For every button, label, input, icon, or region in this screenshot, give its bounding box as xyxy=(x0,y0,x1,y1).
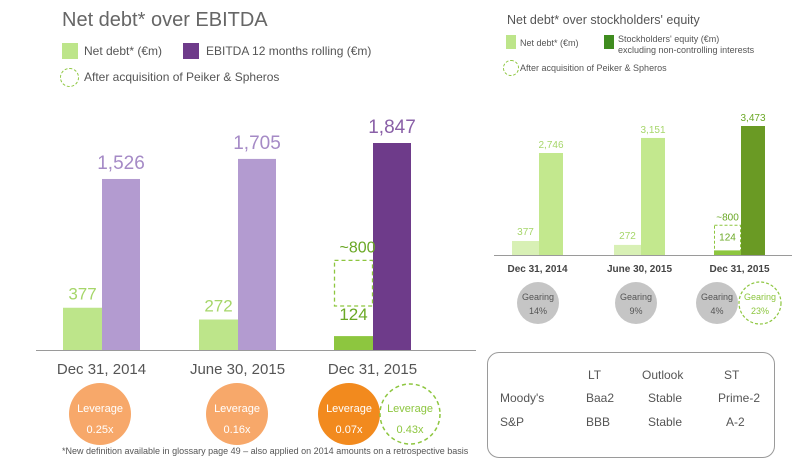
equity-bar xyxy=(641,137,665,255)
equity-bar xyxy=(741,126,765,255)
category-label: Dec 31, 2014 xyxy=(57,361,146,378)
right-chart-svg: 377 2,746 Dec 31, 2014 272 3,151 June 30, 201… xyxy=(494,113,792,325)
ratings-header-lt: LT xyxy=(588,368,602,382)
net-debt-bar xyxy=(199,319,238,350)
ebitda-value-label: 1,526 xyxy=(97,153,145,174)
ratings-row-outlook: Stable xyxy=(648,415,683,429)
gearing-value: 4% xyxy=(710,306,723,316)
right-legend-equity-label-1: Stockholders' equity (€m) xyxy=(618,34,720,44)
gearing-after-value: 23% xyxy=(751,306,769,316)
net-debt-value-label: 377 xyxy=(68,285,96,304)
legend-ebitda-label: EBITDA 12 months rolling (€m) xyxy=(206,44,372,58)
ratings-header-outlook: Outlook xyxy=(642,368,684,382)
net-debt-bar xyxy=(714,250,741,255)
after-acquisition-dashed-bar xyxy=(333,259,374,307)
gearing-after-label: Gearing xyxy=(744,292,776,302)
left-chart-svg: 377 1,526 Dec 31, 2014 272 1,705 June 30, 201… xyxy=(36,117,476,445)
ratings-row-st: Prime-2 xyxy=(718,391,761,405)
gearing-label: Gearing xyxy=(701,292,733,302)
category-label: Dec 31, 2015 xyxy=(709,264,769,275)
gearing-circle xyxy=(517,282,559,324)
net-debt-bar xyxy=(512,240,539,255)
ratings-header-st: ST xyxy=(724,368,740,382)
right-legend-after-acquisition-label: After acquisition of Peiker & Spheros xyxy=(520,63,667,73)
legend-after-acquisition-icon xyxy=(60,68,79,87)
ratings-row-outlook: Stable xyxy=(648,391,683,405)
gearing-value: 9% xyxy=(629,306,642,316)
right-legend-equity-label-2: excluding non-controlling interests xyxy=(618,45,755,55)
net-debt-bar xyxy=(334,336,373,350)
ebitda-value-label: 1,705 xyxy=(233,133,281,154)
ebitda-value-label: 1,847 xyxy=(368,117,416,138)
category-label: Dec 31, 2015 xyxy=(328,361,417,378)
legend-after-acquisition-label: After acquisition of Peiker & Spheros xyxy=(84,70,280,84)
right-legend-net-debt-swatch xyxy=(506,35,516,49)
leverage-label: Leverage xyxy=(77,403,123,415)
net-debt-bar xyxy=(63,307,102,350)
ebitda-bar xyxy=(373,143,411,350)
net-debt-value-label: 124 xyxy=(719,232,736,243)
gearing-label: Gearing xyxy=(620,292,652,302)
left-chart-title: Net debt* over EBITDA xyxy=(62,9,268,31)
right-legend-after-acquisition-icon xyxy=(503,60,519,76)
ratings-row-agency: Moody's xyxy=(500,391,545,405)
leverage-circle xyxy=(69,383,131,445)
legend-net-debt-swatch xyxy=(62,43,78,59)
legend-ebitda-swatch xyxy=(183,43,199,59)
leverage-value: 0.25x xyxy=(87,424,114,436)
ebitda-bar xyxy=(238,158,276,350)
ebitda-bar xyxy=(102,178,140,350)
net-debt-value-label: 272 xyxy=(619,231,636,242)
after-acquisition-label: ~800 xyxy=(339,239,375,256)
gearing-value: 14% xyxy=(529,306,547,316)
net-debt-bar xyxy=(614,244,641,255)
ratings-row-lt: BBB xyxy=(586,415,611,429)
leverage-after-label: Leverage xyxy=(387,403,433,415)
leverage-value: 0.07x xyxy=(336,424,363,436)
leverage-after-value: 0.43x xyxy=(397,424,424,436)
category-label: Dec 31, 2014 xyxy=(507,264,567,275)
leverage-after-circle xyxy=(379,383,441,445)
gearing-label: Gearing xyxy=(522,292,554,302)
ratings-row-st: A-2 xyxy=(726,415,745,429)
right-legend-net-debt-label: Net debt* (€m) xyxy=(520,38,579,48)
leverage-circle xyxy=(206,383,268,445)
equity-value-label: 3,151 xyxy=(640,125,665,136)
after-acquisition-dashed-bar xyxy=(714,224,741,252)
net-debt-value-label: 272 xyxy=(204,297,232,316)
gearing-circle xyxy=(696,282,738,324)
ratings-table: LT Outlook ST Moody's Baa2 Stable Prime-… xyxy=(487,352,775,458)
equity-value-label: 2,746 xyxy=(538,140,563,151)
equity-value-label: 3,473 xyxy=(740,113,765,124)
net-debt-value-label: 377 xyxy=(517,227,534,238)
category-label: June 30, 2015 xyxy=(607,264,672,275)
ratings-row-agency: S&P xyxy=(500,415,525,429)
equity-bar xyxy=(539,153,563,255)
footnote: *New definition available in glossary pa… xyxy=(62,446,469,456)
gearing-circle xyxy=(615,282,657,324)
leverage-label: Leverage xyxy=(214,403,260,415)
leverage-value: 0.16x xyxy=(224,424,251,436)
right-chart-title: Net debt* over stockholders' equity xyxy=(507,13,700,27)
right-legend-equity-swatch xyxy=(604,35,614,49)
net-debt-value-label: 124 xyxy=(339,305,367,324)
leverage-circle xyxy=(318,383,380,445)
ratings-row-lt: Baa2 xyxy=(586,391,615,405)
after-acquisition-label: ~800 xyxy=(716,212,739,223)
leverage-label: Leverage xyxy=(326,403,372,415)
legend-net-debt-label: Net debt* (€m) xyxy=(84,44,163,58)
gearing-after-circle xyxy=(738,281,782,325)
category-label: June 30, 2015 xyxy=(190,361,285,378)
